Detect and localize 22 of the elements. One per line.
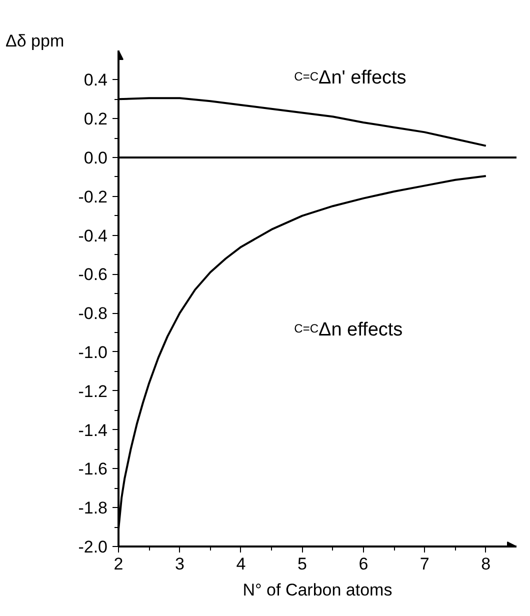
x-tick-label: 6	[358, 554, 368, 574]
y-tick-label: -0.4	[78, 226, 108, 246]
y-tick-label: -0.8	[78, 304, 108, 324]
y-tick-label: 0.4	[84, 70, 108, 90]
x-tick-label: 3	[175, 554, 184, 574]
y-tick-label: 0.0	[84, 148, 108, 168]
x-tick-label: 8	[481, 554, 491, 574]
y-tick-label: -1.0	[78, 342, 108, 362]
x-axis-title: N° of Carbon atoms	[242, 580, 392, 600]
y-tick-label: -1.8	[78, 498, 108, 518]
x-tick-label: 2	[114, 554, 124, 574]
y-tick-label: 0.2	[84, 110, 108, 129]
y-tick-label: -1.4	[78, 420, 108, 440]
y-tick-label: -0.6	[78, 265, 108, 284]
y-tick-label: -2.0	[78, 538, 108, 556]
y-tick-label: -1.2	[78, 382, 108, 401]
x-tick-label: 7	[420, 554, 430, 574]
y-tick-label: -0.2	[78, 187, 108, 206]
y-axis-title: Δδ ppm	[6, 32, 64, 50]
x-tick-label: 4	[236, 554, 246, 574]
x-tick-label: 5	[297, 554, 307, 574]
y-tick-label: -1.6	[78, 460, 108, 479]
